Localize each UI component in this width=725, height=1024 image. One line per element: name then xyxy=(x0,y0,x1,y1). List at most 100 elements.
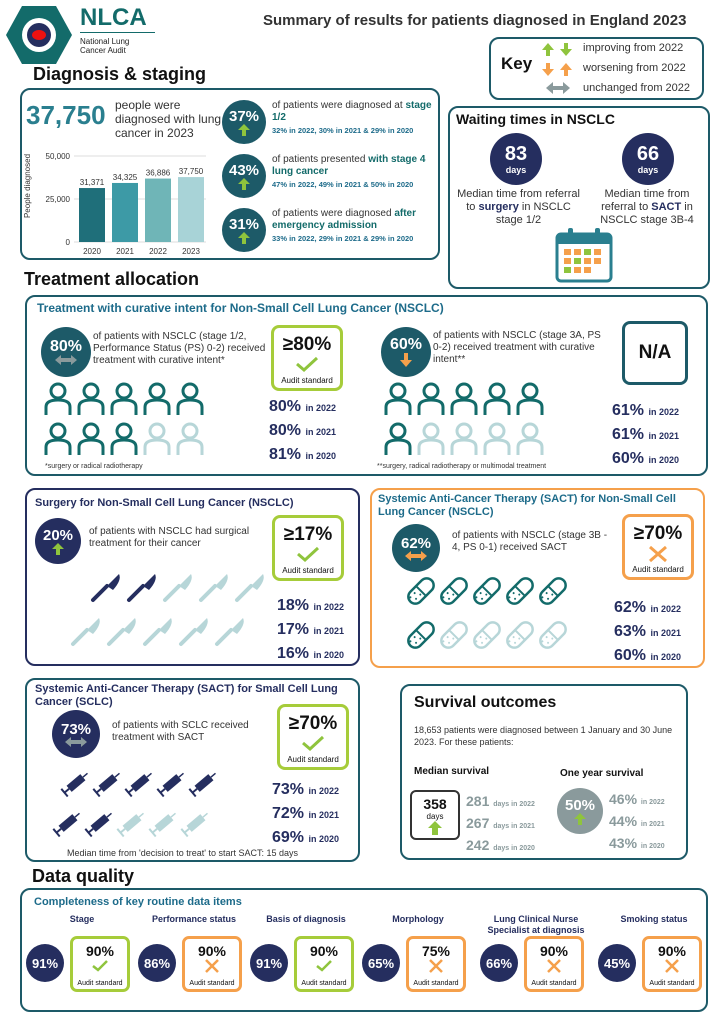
scalpel-icon xyxy=(235,574,264,602)
surgery-wait-days: 83 xyxy=(504,142,528,165)
diagnosis-count-text: people were diagnosed with lung cancer i… xyxy=(115,98,222,140)
scalpel-icon xyxy=(71,618,100,646)
diagnosis-item-text: of patients were diagnosed after emergen… xyxy=(272,208,416,231)
chart-ytick: 50,000 xyxy=(46,152,71,161)
median-survival-box: 358 days xyxy=(410,790,460,840)
page-title: Summary of results for patients diagnose… xyxy=(263,12,687,29)
sact-wait-text: Median time from referral to SACT in NSC… xyxy=(600,188,694,226)
surgery-trend: 18% in 2022 17% in 2021 16% in 2020 xyxy=(277,597,345,662)
data-quality-item: Performance status 86% 90% Audit standard xyxy=(138,914,253,1010)
scalpel-icon xyxy=(179,618,208,646)
median-survival-trend: 281 days in 2022 267 days in 2021 242 days… xyxy=(466,793,535,853)
curative-left-note: *surgery or radical radiotherapy xyxy=(45,463,143,470)
person-icon xyxy=(77,382,105,415)
key-legend: Key improving from 2022 worsening from 2… xyxy=(489,37,704,100)
calendar-icon xyxy=(555,228,613,283)
syringe-icon xyxy=(124,772,152,798)
key-improving: improving from 2022 xyxy=(583,42,684,54)
syringe-icon xyxy=(188,772,216,798)
pill-icon xyxy=(473,621,501,649)
chart-category-label: 2021 xyxy=(116,247,134,256)
surgery-pct: 20% xyxy=(35,518,81,564)
sact-nsclc-panel: Systemic Anti-Cancer Therapy (SACT) for … xyxy=(370,488,705,668)
one-year-survival-trend: 46% in 2022 44% in 2021 43% in 2020 xyxy=(609,791,665,851)
diagnosis-item-sub: 32% in 2022, 30% in 2021 & 29% in 2020 xyxy=(272,126,414,135)
diagnosis-item-pct: 37% xyxy=(222,100,266,144)
person-icon xyxy=(450,422,478,455)
data-quality-label: Stage xyxy=(69,914,95,924)
person-icon xyxy=(516,422,544,455)
person-icon xyxy=(44,382,72,415)
data-quality-item: Smoking status 45% 90% Audit standard xyxy=(598,914,713,1010)
pill-icon xyxy=(539,621,567,649)
waiting-panel: Waiting times in NSCLC 83 days 66 days Med… xyxy=(448,106,710,289)
median-survival-label: Median survival xyxy=(414,766,490,777)
chart-value-label: 31,371 xyxy=(80,178,105,187)
chart-value-label: 34,325 xyxy=(113,173,138,182)
sact-nsclc-text: of patients with NSCLC (stage 3B - 4, PS… xyxy=(452,530,608,553)
data-quality-item: Basis of diagnosis 91% 90% Audit standard xyxy=(250,914,365,1010)
survival-intro: 18,653 patients were diagnosed between 1… xyxy=(414,725,673,747)
pill-icon xyxy=(506,577,534,605)
data-quality-standard: 90% Audit standard xyxy=(70,936,130,992)
diagnosis-item: 37% of patients were diagnosed at stage … xyxy=(222,100,437,144)
curative-panel: Treatment with curative intent for Non-S… xyxy=(25,295,708,476)
person-icon xyxy=(483,382,511,415)
syringe-icon xyxy=(52,812,80,838)
one-year-survival-label: One year survival xyxy=(560,768,644,779)
syringe-icon xyxy=(84,812,112,838)
diagnosis-item-pct: 31% xyxy=(222,208,266,252)
data-quality-item: Stage 91% 90% Audit standard xyxy=(26,914,141,1010)
survival-heading: Survival outcomes xyxy=(414,694,557,711)
data-quality-standard: 75% Audit standard xyxy=(406,936,466,992)
chart-value-label: 36,886 xyxy=(146,169,171,178)
sact-sclc-median: Median time from 'decision to treat' to … xyxy=(67,848,299,858)
data-quality-standard: 90% Audit standard xyxy=(294,936,354,992)
chart-ytick: 0 xyxy=(66,238,71,247)
surgery-wait-circle: 83 days xyxy=(490,133,542,185)
pill-icon xyxy=(506,621,534,649)
scalpel-icon xyxy=(107,618,136,646)
data-quality-label: Smoking status xyxy=(620,914,688,924)
data-quality-title: Completeness of key routine data items xyxy=(34,896,242,908)
scalpel-icon xyxy=(163,574,192,602)
diagnoses-bar-chart: People diagnosed 50,000 25,000 0 31,371 2020 3… xyxy=(24,152,206,256)
sact-sclc-text: of patients with SCLC received treatment… xyxy=(112,720,249,743)
chart-category-label: 2020 xyxy=(83,247,101,256)
curative-right-na: N/A xyxy=(622,321,688,385)
person-icon xyxy=(176,382,204,415)
chart-bar xyxy=(178,177,204,242)
pill-icon xyxy=(407,621,435,649)
scalpel-icon xyxy=(127,574,156,602)
scalpel-icon xyxy=(199,574,228,602)
chart-bar xyxy=(112,182,138,242)
surgery-audit: ≥17% Audit standard xyxy=(272,515,344,581)
chart-bar xyxy=(145,178,171,242)
person-icon xyxy=(77,422,105,455)
curative-title: Treatment with curative intent for Non-S… xyxy=(37,301,444,315)
syringe-icon xyxy=(92,772,120,798)
person-icon xyxy=(143,382,171,415)
diagnosis-count: 37,750 xyxy=(26,100,106,130)
chart-category-label: 2023 xyxy=(182,247,200,256)
diagnosis-item-text: of patients presented with stage 4 lung … xyxy=(272,154,426,177)
data-quality-pct: 91% xyxy=(250,944,288,982)
curative-right-note: **surgery, radical radiotherapy or multi… xyxy=(377,463,547,470)
person-icon xyxy=(450,382,478,415)
data-quality-standard: 90% Audit standard xyxy=(182,936,242,992)
person-icon xyxy=(44,422,72,455)
sact-wait-unit: days xyxy=(637,164,659,175)
curative-left-audit: ≥80% Audit standard xyxy=(271,325,343,391)
person-icon xyxy=(143,422,171,455)
chart-ytick: 25,000 xyxy=(46,195,71,204)
unchanged-arrows-icon xyxy=(546,82,570,94)
curative-right-trend: 61% in 2022 61% in 2021 60% in 2020 xyxy=(612,402,680,467)
sact-wait-days: 66 xyxy=(636,142,660,165)
sact-nsclc-title: Systemic Anti-Cancer Therapy (SACT) for … xyxy=(378,493,676,518)
data-quality-pct: 65% xyxy=(362,944,400,982)
curative-right-pct: 60% xyxy=(381,327,431,377)
data-quality-item: Morphology 65% 75% Audit standard xyxy=(362,914,477,1010)
data-quality-standard: 90% Audit standard xyxy=(642,936,702,992)
person-icon xyxy=(384,382,412,415)
person-icon xyxy=(110,382,138,415)
